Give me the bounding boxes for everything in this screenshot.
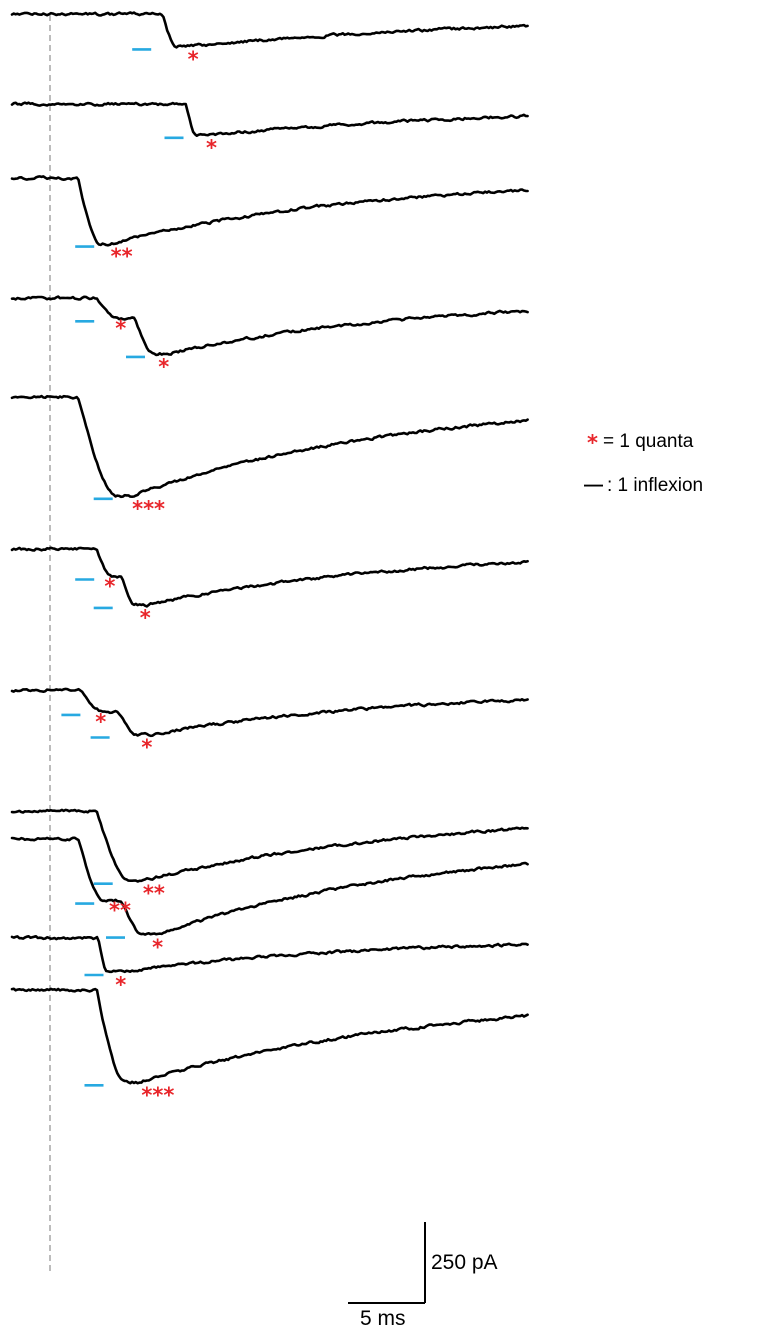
legend-inflexion-symbol: — [584, 475, 603, 496]
trace-8: ** [10, 808, 529, 906]
quanta-marker: * [141, 736, 152, 760]
legend-quanta-label: = 1 quanta [603, 431, 694, 452]
quanta-marker: ** [111, 245, 133, 269]
trace-8-waveform [10, 808, 529, 883]
trace-10: *** [10, 836, 529, 960]
trace-6-waveform [10, 546, 529, 608]
trace-4-waveform [10, 295, 529, 357]
scale-bar: 250 pA 5 ms [348, 1222, 498, 1330]
trace-1: * [10, 11, 529, 71]
trace-5-waveform [10, 394, 529, 499]
quanta-marker: * [152, 936, 163, 960]
legend-quanta-symbol: * [587, 431, 598, 455]
trace-2-waveform [10, 101, 529, 137]
scale-bar-time-label: 5 ms [360, 1307, 406, 1330]
trace-3: ** [10, 175, 529, 269]
trace-4: ** [10, 295, 529, 379]
trace-3-waveform [10, 175, 529, 247]
quanta-marker: *** [132, 497, 165, 521]
quanta-marker: * [115, 316, 126, 340]
quanta-marker: * [104, 575, 115, 599]
traces-layer: ********************** [10, 11, 529, 1107]
quanta-marker: * [206, 136, 217, 160]
quanta-marker: ** [143, 882, 165, 906]
quanta-marker: * [140, 606, 151, 630]
trace-7-waveform [10, 687, 529, 738]
trace-9: * [10, 935, 529, 997]
trace-1-waveform [10, 11, 529, 49]
quanta-marker: * [115, 973, 126, 997]
trace-11: *** [10, 987, 529, 1107]
trace-6: ** [10, 546, 529, 630]
quanta-marker: * [158, 355, 169, 379]
legend: * = 1 quanta — : 1 inflexion [584, 431, 703, 496]
trace-7: ** [10, 687, 529, 760]
trace-2: * [10, 101, 529, 160]
trace-5: *** [10, 394, 529, 521]
quanta-marker: * [188, 47, 199, 71]
scale-bar-amplitude-label: 250 pA [431, 1251, 498, 1274]
legend-inflexion-label: : 1 inflexion [607, 475, 703, 496]
trace-9-waveform [10, 935, 529, 974]
quanta-marker: ** [109, 899, 131, 923]
quanta-marker: * [95, 710, 106, 734]
trace-11-waveform [10, 987, 529, 1085]
trace-10-waveform [10, 836, 529, 936]
quanta-marker: *** [141, 1083, 174, 1107]
